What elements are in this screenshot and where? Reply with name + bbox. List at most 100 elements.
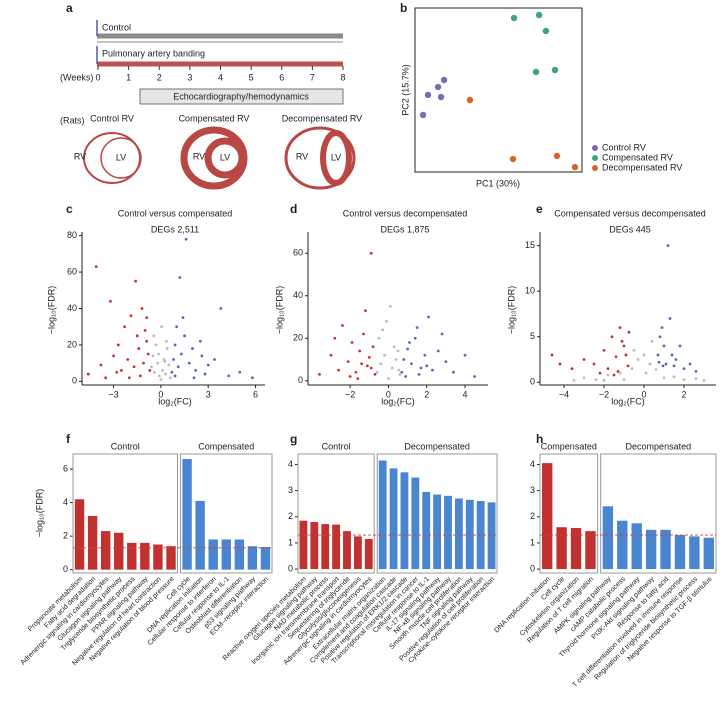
point [348, 375, 352, 378]
y-tick-label: 60 [67, 266, 77, 276]
legend-swatch [592, 155, 598, 161]
point [644, 371, 648, 375]
point [140, 307, 144, 310]
point [473, 375, 476, 378]
lv-wall [204, 137, 246, 179]
point [658, 335, 662, 339]
panel-label: c [66, 202, 73, 216]
point [388, 304, 392, 308]
point [400, 370, 404, 374]
point [362, 332, 365, 336]
point [424, 91, 432, 99]
chart-subtitle: DEGs 2,511 [151, 224, 199, 234]
y-axis-label: PC2 (15.7%) [400, 64, 410, 116]
point [187, 361, 191, 365]
point [126, 358, 130, 361]
point [572, 379, 576, 382]
point [203, 372, 207, 376]
point [150, 365, 153, 369]
point [375, 370, 379, 374]
point [642, 353, 646, 357]
bar [100, 531, 111, 570]
point [582, 358, 586, 361]
point [662, 376, 666, 380]
y-tick-label: 0 [530, 377, 535, 387]
point [145, 339, 149, 343]
bar [221, 539, 231, 570]
x-tick-label: −4 [559, 389, 569, 399]
point [333, 336, 337, 340]
point [341, 324, 344, 327]
y-tick-label: 3 [530, 485, 535, 495]
point [618, 326, 622, 330]
point [431, 368, 434, 372]
point [116, 343, 120, 347]
lv-label: LV [116, 152, 126, 162]
bar [114, 532, 124, 570]
point [132, 365, 136, 369]
x-axis-label: PC1 (30%) [476, 178, 520, 188]
point [622, 344, 626, 348]
y-tick-label: 1 [530, 537, 535, 547]
point [387, 377, 390, 381]
point [672, 375, 676, 379]
point [678, 344, 682, 348]
bar [353, 536, 362, 570]
point [194, 369, 197, 372]
bar [556, 527, 567, 570]
point [398, 372, 402, 376]
point [622, 378, 626, 381]
y-tick-label: 1 [288, 537, 293, 547]
point [404, 375, 408, 378]
point [383, 353, 386, 357]
point [419, 111, 427, 119]
bar [411, 477, 420, 570]
group-frame [72, 453, 179, 574]
rv-label: RV [296, 151, 308, 161]
legend-swatch [592, 145, 598, 151]
panel-label: h [536, 432, 543, 446]
rv-wall [83, 132, 141, 184]
y-tick-label: 20 [293, 333, 303, 343]
bar [585, 531, 596, 570]
point [191, 347, 194, 350]
schematic: Control Pulmonary artery banding (Weeks)… [60, 20, 362, 190]
point [167, 363, 171, 367]
point [369, 366, 373, 370]
point [624, 353, 628, 357]
point [423, 353, 427, 357]
point [356, 377, 360, 381]
timeline-tick-label: 4 [218, 72, 223, 82]
group-frame [297, 453, 375, 574]
point [175, 325, 179, 329]
timeline-tick-label: 8 [340, 72, 345, 82]
point [183, 334, 186, 338]
point [440, 76, 448, 84]
point [620, 339, 624, 343]
x-tick-label: 3 [206, 389, 211, 399]
bar [703, 537, 714, 570]
point [129, 314, 133, 318]
point [206, 363, 210, 367]
timeline-tick-label: 6 [279, 72, 284, 82]
point [86, 372, 90, 376]
bar [465, 499, 474, 570]
panel-label: e [536, 202, 543, 216]
panel-label: a [66, 1, 73, 15]
bar [182, 459, 192, 570]
point [674, 358, 678, 361]
point [440, 332, 444, 336]
y-axis-label: −log₁₀(FDR) [506, 286, 516, 335]
point [165, 347, 169, 350]
point [178, 276, 182, 279]
point [227, 374, 231, 378]
y-tick-label: 15 [525, 240, 535, 250]
bar [645, 529, 657, 570]
point [392, 345, 396, 349]
y-tick-label: 5 [530, 331, 535, 341]
bar [400, 472, 409, 570]
group-title: Control [322, 441, 351, 451]
point [165, 339, 168, 343]
point [152, 334, 156, 338]
point [417, 372, 421, 376]
